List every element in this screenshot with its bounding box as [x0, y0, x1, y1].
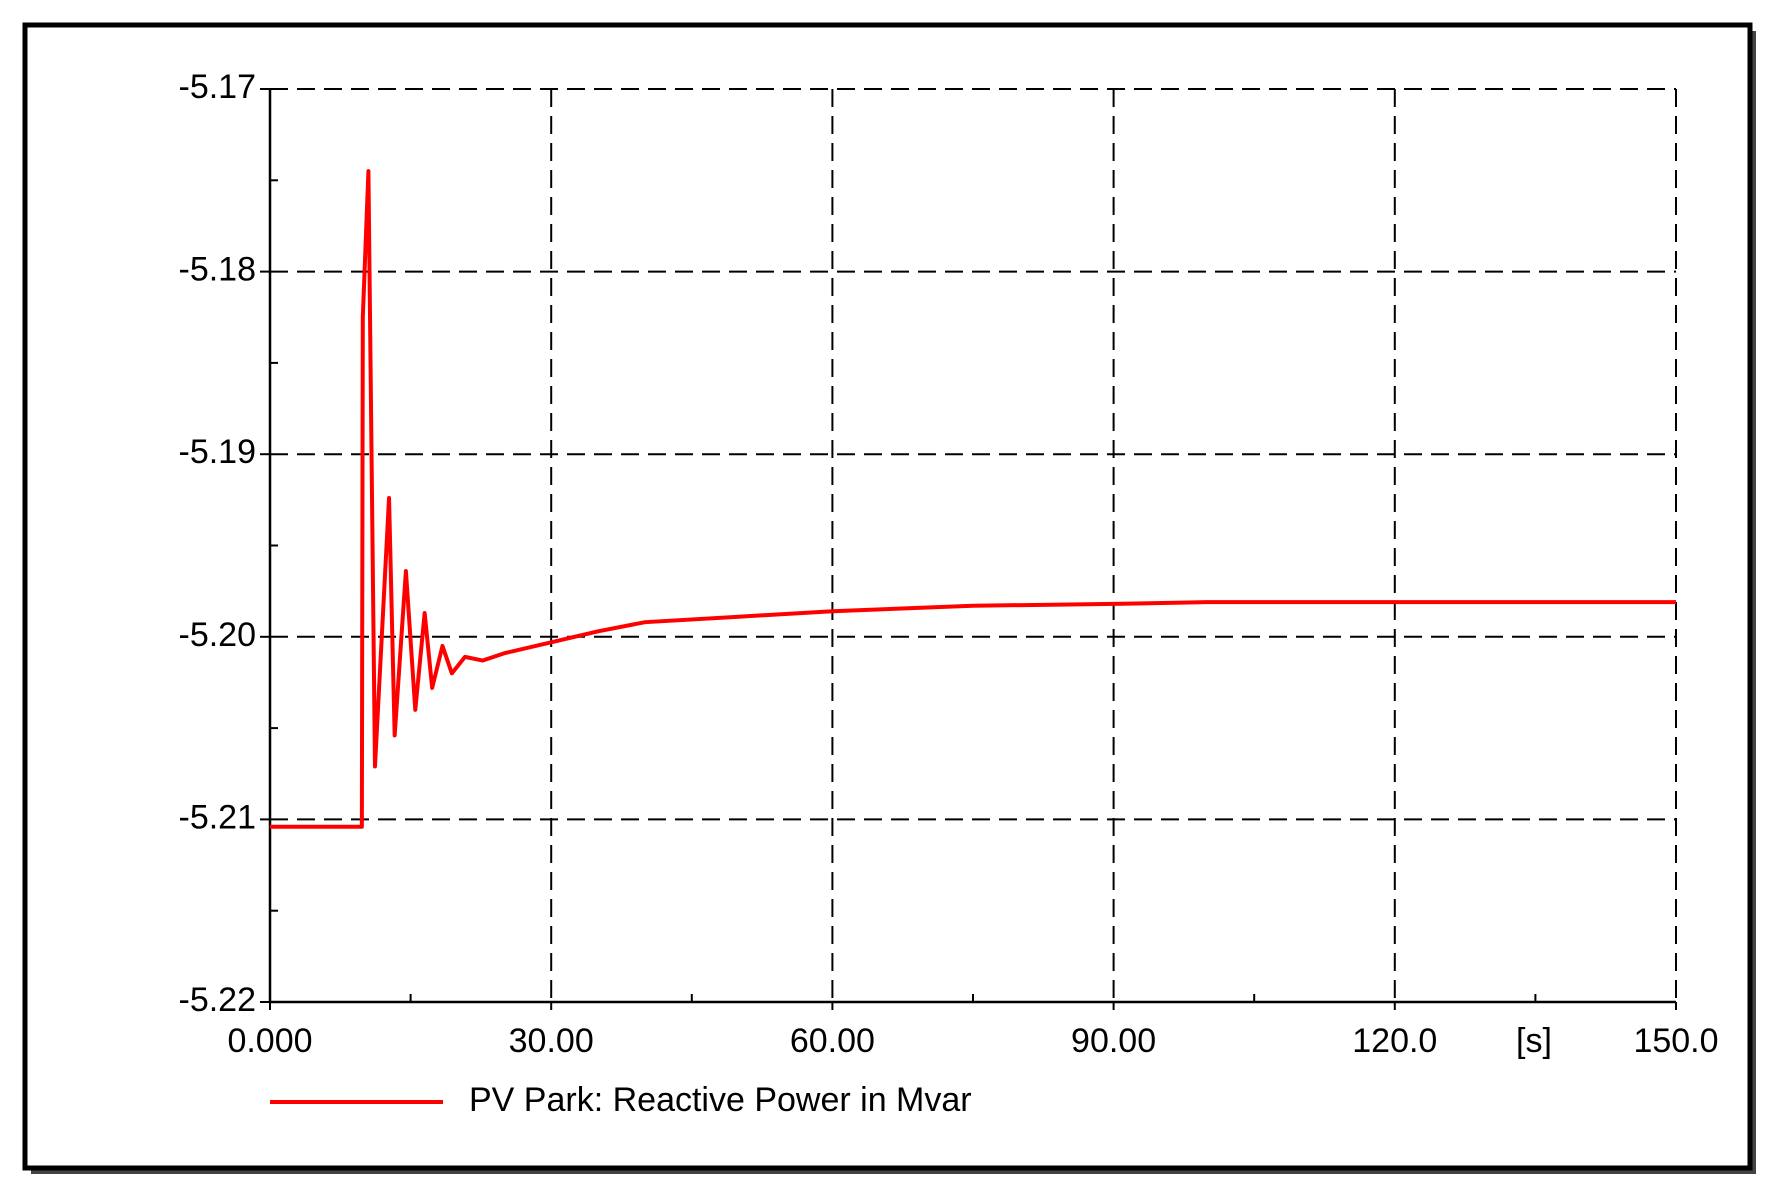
x-axis-unit: [s] — [1516, 1022, 1552, 1060]
x-tick-label: 150.0 — [1633, 1022, 1718, 1060]
x-tick-label: 0.000 — [227, 1022, 312, 1060]
y-tick-label: -5.21 — [179, 798, 257, 836]
y-tick-label: -5.22 — [179, 981, 257, 1019]
x-tick-label: 30.00 — [509, 1022, 594, 1060]
legend-label: PV Park: Reactive Power in Mvar — [469, 1081, 972, 1119]
y-tick-label: -5.19 — [179, 433, 257, 471]
data-line — [270, 169, 1676, 829]
frame — [22, 22, 1753, 1171]
y-tick-label: -5.18 — [179, 251, 257, 289]
x-tick-label: 120.0 — [1352, 1022, 1437, 1060]
x-tick-label: 60.00 — [790, 1022, 875, 1060]
y-tick-label: -5.20 — [179, 616, 257, 654]
x-tick-label: 90.00 — [1071, 1022, 1156, 1060]
y-tick-label: -5.17 — [179, 68, 257, 106]
